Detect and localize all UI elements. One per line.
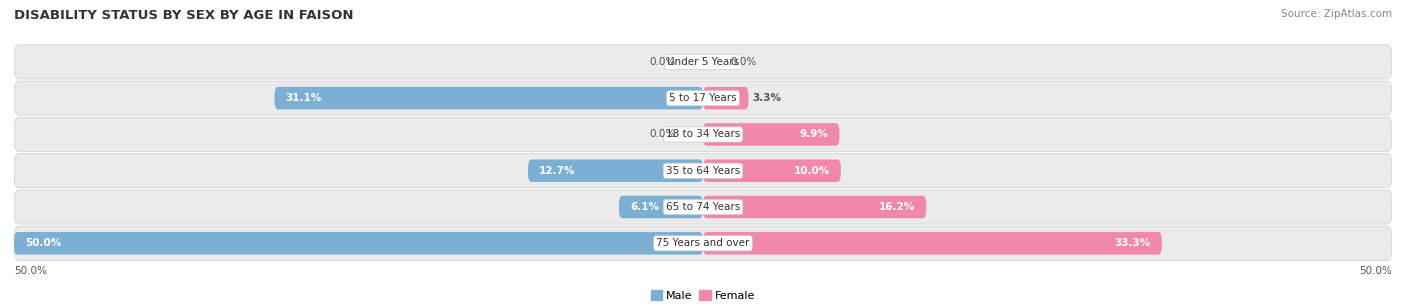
FancyBboxPatch shape (703, 123, 839, 146)
Text: 6.1%: 6.1% (630, 202, 659, 212)
Text: 0.0%: 0.0% (650, 57, 675, 67)
Text: 3.3%: 3.3% (752, 93, 782, 103)
Text: Source: ZipAtlas.com: Source: ZipAtlas.com (1281, 9, 1392, 19)
Legend: Male, Female: Male, Female (647, 286, 759, 304)
Text: DISABILITY STATUS BY SEX BY AGE IN FAISON: DISABILITY STATUS BY SEX BY AGE IN FAISO… (14, 9, 353, 22)
Text: 65 to 74 Years: 65 to 74 Years (666, 202, 740, 212)
FancyBboxPatch shape (274, 87, 703, 109)
Text: 31.1%: 31.1% (285, 93, 322, 103)
Text: Under 5 Years: Under 5 Years (666, 57, 740, 67)
Text: 0.0%: 0.0% (731, 57, 756, 67)
Text: 10.0%: 10.0% (793, 166, 830, 176)
Text: 50.0%: 50.0% (25, 238, 62, 248)
FancyBboxPatch shape (703, 196, 927, 218)
FancyBboxPatch shape (703, 160, 841, 182)
FancyBboxPatch shape (14, 232, 703, 254)
FancyBboxPatch shape (619, 196, 703, 218)
FancyBboxPatch shape (14, 190, 1392, 224)
FancyBboxPatch shape (529, 160, 703, 182)
Text: 16.2%: 16.2% (879, 202, 915, 212)
Text: 0.0%: 0.0% (650, 130, 675, 140)
Text: 12.7%: 12.7% (538, 166, 575, 176)
FancyBboxPatch shape (14, 117, 1392, 151)
FancyBboxPatch shape (14, 45, 1392, 79)
FancyBboxPatch shape (703, 87, 748, 109)
Text: 35 to 64 Years: 35 to 64 Years (666, 166, 740, 176)
FancyBboxPatch shape (703, 232, 1161, 254)
Text: 9.9%: 9.9% (800, 130, 828, 140)
Text: 5 to 17 Years: 5 to 17 Years (669, 93, 737, 103)
Text: 50.0%: 50.0% (1360, 265, 1392, 275)
Text: 50.0%: 50.0% (14, 265, 46, 275)
FancyBboxPatch shape (14, 154, 1392, 188)
Text: 18 to 34 Years: 18 to 34 Years (666, 130, 740, 140)
Text: 75 Years and over: 75 Years and over (657, 238, 749, 248)
FancyBboxPatch shape (14, 226, 1392, 260)
FancyBboxPatch shape (14, 81, 1392, 115)
Text: 33.3%: 33.3% (1115, 238, 1152, 248)
